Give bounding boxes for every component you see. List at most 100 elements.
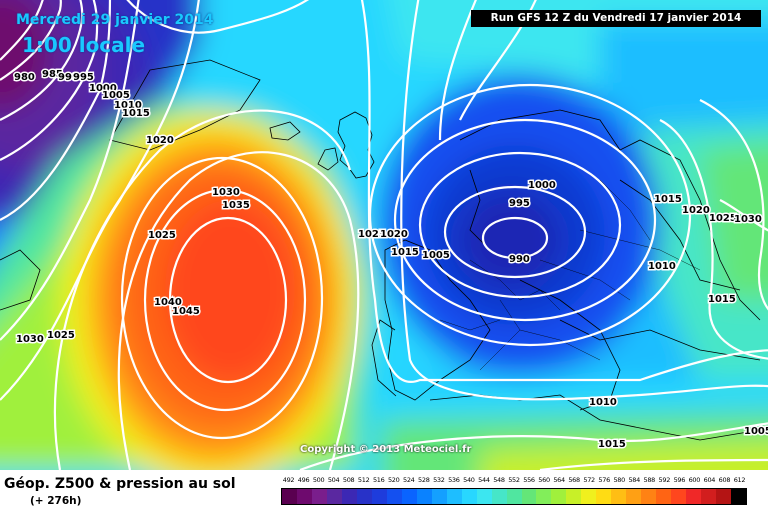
color-scale-swatch	[566, 489, 582, 504]
valid-time: 1:00 locale	[22, 33, 146, 57]
isobar-labels: 980 985 990 995 1000 1005 1010 1015 1020…	[13, 68, 768, 452]
isobar-label: 1015	[122, 108, 150, 119]
color-scale-swatch	[596, 489, 612, 504]
color-scale-swatch	[536, 489, 552, 504]
color-scale-swatch	[641, 489, 657, 504]
isobar-label: 1020	[682, 205, 710, 216]
color-scale-label: 496	[297, 476, 310, 484]
isobars	[0, 0, 768, 470]
isobar-label: 995	[73, 72, 94, 83]
color-scale-label: 604	[703, 476, 716, 484]
isobar-label: 1010	[648, 261, 676, 272]
isobar-label: 1045	[172, 306, 200, 317]
isobar-label: 1030	[212, 187, 240, 198]
isobar-label: 985	[42, 69, 63, 80]
color-scale-label: 588	[643, 476, 656, 484]
legend-panel: Géop. Z500 & pression au sol (+ 276h) 49…	[0, 470, 768, 512]
color-scale-swatch	[731, 489, 747, 504]
isobar-label: 1025	[709, 213, 737, 224]
color-scale-swatch	[431, 489, 447, 504]
lead-time: (+ 276h)	[30, 495, 82, 507]
color-scale-label: 584	[628, 476, 640, 484]
color-scale-swatch	[656, 489, 672, 504]
color-scale-label: 568	[568, 476, 580, 484]
color-scale-swatch	[461, 489, 477, 504]
color-scale-swatch	[416, 489, 432, 504]
color-scale-label: 516	[372, 476, 385, 484]
color-scale-label: 548	[493, 476, 505, 484]
color-scale-swatch	[686, 489, 702, 504]
color-scale-label: 572	[583, 476, 595, 484]
color-scale-swatch	[282, 489, 297, 504]
color-scale-label: 492	[282, 476, 295, 484]
color-scale-label: 524	[403, 476, 415, 484]
color-scale-label: 544	[478, 476, 490, 484]
color-scale-swatch	[551, 489, 567, 504]
isobar-label: 1010	[589, 397, 617, 408]
isobar-label: 1005	[102, 90, 130, 101]
isobar-label: 1030	[734, 214, 762, 225]
color-scale-label: 612	[733, 476, 746, 484]
isobar-label: 1025	[148, 230, 176, 241]
color-scale-swatch	[626, 489, 642, 504]
isobar-label: 1020	[146, 135, 174, 146]
isobar-label: 1015	[598, 439, 626, 450]
color-scale-label: 540	[463, 476, 475, 484]
run-info-banner: Run GFS 12 Z du Vendredi 17 janvier 2014	[471, 10, 761, 27]
color-scale-label: 564	[553, 476, 565, 484]
color-scale-swatch	[446, 489, 462, 504]
color-scale-swatch	[701, 489, 717, 504]
isobar-label: 1035	[222, 200, 250, 211]
geopotential-shading	[0, 0, 768, 470]
color-scale-swatch	[476, 489, 492, 504]
color-scale-label: 580	[613, 476, 625, 484]
color-scale-label: 600	[688, 476, 701, 484]
color-scale-swatch	[386, 489, 402, 504]
color-scale-swatch	[581, 489, 597, 504]
isobar-label: 1015	[708, 294, 736, 305]
color-scale-label: 556	[523, 476, 535, 484]
isobar-label: 1030	[16, 334, 44, 345]
color-scale-label: 608	[718, 476, 731, 484]
color-scale-swatch	[716, 489, 732, 504]
product-title: Géop. Z500 & pression au sol	[4, 476, 236, 492]
isobar-label: 1025	[358, 229, 386, 240]
valid-date: Mercredi 29 janvier 2014	[16, 12, 214, 28]
isobar-label: 980	[14, 72, 35, 83]
color-scale-label: 536	[448, 476, 460, 484]
color-scale-label: 532	[433, 476, 445, 484]
color-scale-labels: 492 496 500 504 508 512 516 520 524 528 532 536 540 5…	[281, 476, 747, 488]
isobar-label: 1000	[528, 180, 556, 191]
color-scale-swatch	[311, 489, 327, 504]
color-scale-label: 504	[327, 476, 340, 484]
color-scale-swatch	[506, 489, 522, 504]
color-scale-label: 576	[598, 476, 610, 484]
color-scale-swatch	[341, 489, 357, 504]
isobar-label: 995	[509, 198, 530, 209]
color-scale-swatch	[356, 489, 372, 504]
weather-map-canvas: 980 985 990 995 1000 1005 1010 1015 1020…	[0, 0, 768, 470]
color-scale-swatch	[401, 489, 417, 504]
color-scale-label: 512	[357, 476, 370, 484]
isobar-label: 1015	[391, 247, 419, 258]
color-scale-swatch	[671, 489, 687, 504]
color-scale-label: 552	[508, 476, 520, 484]
color-scale-label: 560	[538, 476, 550, 484]
isobar-label: 990	[58, 72, 79, 83]
color-scale-label: 596	[673, 476, 686, 484]
isobar-label: 1000	[89, 83, 117, 94]
isobar-label: 1025	[47, 330, 75, 341]
isobar-label: 1010	[114, 100, 142, 111]
color-scale-label: 592	[658, 476, 671, 484]
color-scale-swatch	[326, 489, 342, 504]
color-scale-swatch	[611, 489, 627, 504]
color-scale-swatch	[521, 489, 537, 504]
isobar-label: 1005	[744, 426, 768, 437]
isobar-label: 1005	[422, 250, 450, 261]
color-scale-bar	[281, 488, 747, 505]
copyright-notice: Copyright © 2013 Meteociel.fr	[300, 444, 472, 455]
color-scale-label: 508	[342, 476, 355, 484]
color-scale-label: 520	[387, 476, 400, 484]
color-scale-label: 528	[418, 476, 430, 484]
